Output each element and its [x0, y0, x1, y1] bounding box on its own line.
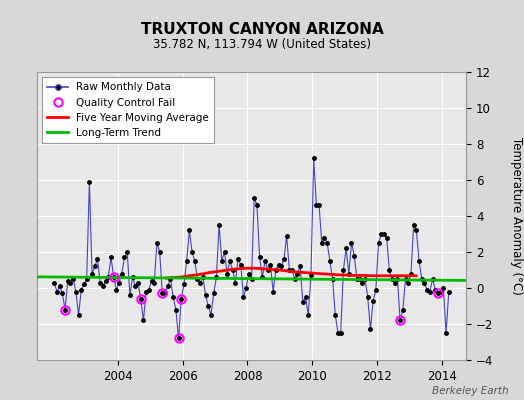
Text: 35.782 N, 113.794 W (United States): 35.782 N, 113.794 W (United States) [153, 38, 371, 51]
Text: Berkeley Earth: Berkeley Earth [432, 386, 508, 396]
Y-axis label: Temperature Anomaly (°C): Temperature Anomaly (°C) [510, 137, 523, 295]
Legend: Raw Monthly Data, Quality Control Fail, Five Year Moving Average, Long-Term Tren: Raw Monthly Data, Quality Control Fail, … [42, 77, 214, 143]
Text: TRUXTON CANYON ARIZONA: TRUXTON CANYON ARIZONA [140, 22, 384, 37]
